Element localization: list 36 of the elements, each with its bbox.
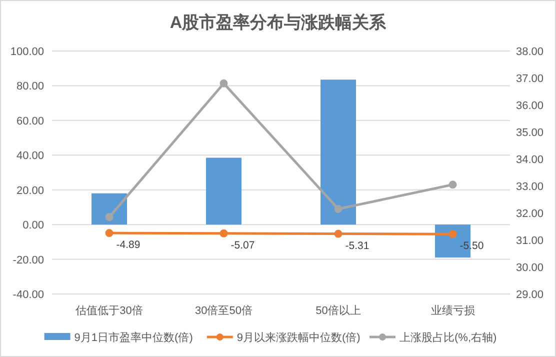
point	[334, 204, 342, 213]
y-tick-label: 20.00	[16, 184, 44, 197]
point	[105, 213, 114, 222]
data-label: -5.31	[345, 240, 370, 252]
legend-label: 上涨股占比(%,右轴)	[400, 331, 497, 344]
x-tick-label: 业绩亏损	[430, 304, 475, 317]
data-label: -4.89	[116, 239, 140, 252]
legend-label: 9月以来涨跌幅中位数(倍)	[236, 331, 360, 344]
y2-tick-label: 38.00	[516, 46, 544, 58]
x-tick-label: 30倍至50倍	[195, 304, 252, 317]
x-tick-label: 估值低于30倍	[76, 304, 143, 317]
chart-title: A股市盈率分布与涨跌幅关系	[170, 13, 388, 32]
data-label: -5.07	[230, 239, 255, 252]
y-tick-label: 100.00	[10, 46, 44, 58]
y2-tick-label: 32.00	[516, 208, 544, 220]
y-tick-label: 40.00	[16, 150, 44, 162]
y-tick-label: -40.00	[12, 289, 44, 301]
y2-tick-label: 36.00	[516, 100, 544, 112]
bar	[320, 80, 356, 225]
bar	[206, 158, 242, 225]
point	[220, 79, 228, 88]
y-tick-label: 80.00	[16, 80, 44, 93]
y-tick-label: -20.00	[12, 254, 44, 266]
y2-tick-label: 33.00	[516, 181, 544, 193]
point	[448, 180, 457, 189]
x-tick-label: 50倍以上	[316, 304, 361, 317]
y2-tick-label: 37.00	[516, 73, 544, 85]
y2-tick-label: 34.00	[516, 154, 544, 166]
legend-label: 9月1日市盈率中位数(倍)	[74, 331, 193, 344]
y2-tick-label: 31.00	[516, 235, 544, 247]
bar	[92, 193, 127, 225]
y-tick-label: 60.00	[16, 115, 44, 128]
y2-tick-label: 30.00	[516, 262, 544, 274]
y-tick-label: 0.00	[22, 220, 44, 232]
y2-tick-label: 29.00	[516, 289, 544, 301]
y2-tick-label: 35.00	[516, 127, 544, 139]
